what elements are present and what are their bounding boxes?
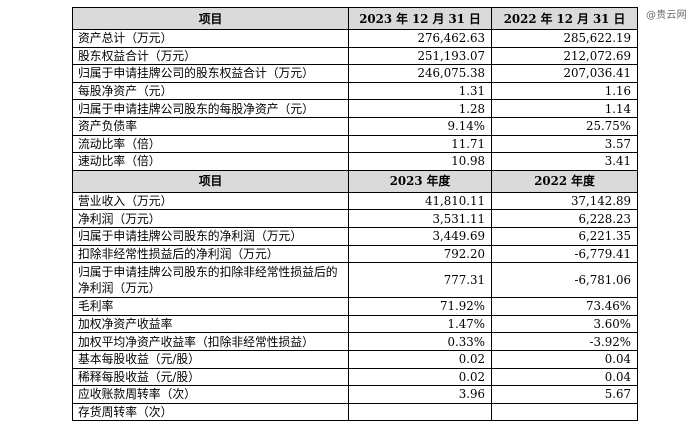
table1-header-row: 项目 2023 年 12 月 31 日 2022 年 12 月 31 日: [72, 7, 638, 30]
table2-header-row: 项目 2023 年度 2022 年度: [72, 169, 638, 193]
row-label: 加权净资产收益率: [72, 314, 349, 334]
row-value: -3.92%: [491, 332, 638, 351]
row-value: 212,072.69: [491, 46, 638, 66]
row-value: 3.60%: [491, 314, 638, 334]
table-row: 扣除非经常性损益后的净利润（万元） 792.20 -6,779.41: [72, 244, 638, 264]
row-value: 207,036.41: [491, 64, 638, 83]
table-row: 应收账款周转率（次） 3.96 5.67: [72, 385, 638, 404]
column-header: 2022 年度: [491, 169, 638, 193]
row-value: 9.14%: [348, 116, 492, 136]
row-value: 1.47%: [348, 314, 492, 334]
row-value: 6,221.35: [491, 226, 638, 246]
row-label: 归属于申请挂牌公司股东的扣除非经常性损益后的净利润（万元）: [72, 262, 349, 299]
row-label: 速动比率（倍）: [72, 152, 349, 171]
row-value: 1.16: [491, 81, 638, 101]
row-label: 净利润（万元）: [72, 209, 349, 228]
table-row: 营业收入（万元） 41,810.11 37,142.89: [72, 191, 638, 211]
row-label: 基本每股收益（元/股）: [72, 349, 349, 369]
table-body: 项目 2023 年 12 月 31 日 2022 年 12 月 31 日资产总计（万…: [72, 7, 638, 421]
column-header: 2023 年度: [348, 169, 492, 193]
row-value: 251,193.07: [348, 46, 492, 66]
table-row: 净利润（万元） 3,531.11 6,228.23: [72, 209, 638, 228]
row-value: 71.92%: [348, 297, 492, 316]
row-label: 加权平均净资产收益率（扣除非经常性损益）: [72, 332, 349, 351]
table-row: 归属于申请挂牌公司的股东权益合计（万元） 246,075.38 207,036.41: [72, 64, 638, 83]
row-value: 1.14: [491, 99, 638, 118]
table-row: 归属于申请挂牌公司股东的每股净资产（元） 1.28 1.14: [72, 99, 638, 118]
row-label: 资产总计（万元）: [72, 29, 349, 48]
column-header: 2022 年 12 月 31 日: [491, 7, 638, 30]
table-row: 每股净资产（元） 1.31 1.16: [72, 81, 638, 101]
table-row: 加权平均净资产收益率（扣除非经常性损益） 0.33% -3.92%: [72, 332, 638, 351]
row-value: 37,142.89: [491, 191, 638, 211]
row-value: -6,779.41: [491, 244, 638, 264]
row-label: 毛利率: [72, 297, 349, 316]
row-value: 3,449.69: [348, 226, 492, 246]
row-value: [348, 402, 492, 421]
row-value: 1.31: [348, 81, 492, 101]
row-label: 归属于申请挂牌公司股东的净利润（万元）: [72, 226, 349, 246]
table-row: 速动比率（倍） 10.98 3.41: [72, 152, 638, 171]
row-value: 0.02: [348, 349, 492, 369]
row-value: 6,228.23: [491, 209, 638, 228]
table-row: 归属于申请挂牌公司股东的扣除非经常性损益后的净利润（万元） 777.31 -6,78…: [72, 262, 638, 299]
column-header: 项目: [72, 169, 349, 193]
row-label: 扣除非经常性损益后的净利润（万元）: [72, 244, 349, 264]
row-label: 每股净资产（元）: [72, 81, 349, 101]
row-value: 276,462.63: [348, 29, 492, 48]
row-value: 285,622.19: [491, 29, 638, 48]
row-label: 稀释每股收益（元/股）: [72, 367, 349, 387]
row-value: 3.57: [491, 134, 638, 154]
row-label: 营业收入（万元）: [72, 191, 349, 211]
row-value: 3.96: [348, 385, 492, 404]
table-row: 存货周转率（次）: [72, 402, 638, 421]
row-value: 3,531.11: [348, 209, 492, 228]
row-label: 资产负债率: [72, 116, 349, 136]
row-value: 777.31: [348, 262, 492, 299]
row-value: 792.20: [348, 244, 492, 264]
row-label: 归属于申请挂牌公司股东的每股净资产（元）: [72, 99, 349, 118]
table-row: 股东权益合计（万元） 251,193.07 212,072.69: [72, 46, 638, 66]
table-row: 资产负债率 9.14% 25.75%: [72, 116, 638, 136]
table-row: 归属于申请挂牌公司股东的净利润（万元） 3,449.69 6,221.35: [72, 226, 638, 246]
row-value: 1.28: [348, 99, 492, 118]
row-value: 3.41: [491, 152, 638, 171]
row-label: 存货周转率（次）: [72, 402, 349, 421]
row-value: 0.02: [348, 367, 492, 387]
table-row: 基本每股收益（元/股） 0.02 0.04: [72, 349, 638, 369]
row-value: 73.46%: [491, 297, 638, 316]
column-header: 2023 年 12 月 31 日: [348, 7, 492, 30]
row-label: 归属于申请挂牌公司的股东权益合计（万元）: [72, 64, 349, 83]
row-value: 246,075.38: [348, 64, 492, 83]
row-label: 股东权益合计（万元）: [72, 46, 349, 66]
table-row: 毛利率 71.92% 73.46%: [72, 297, 638, 316]
row-value: 0.04: [491, 349, 638, 369]
table-row: 资产总计（万元） 276,462.63 285,622.19: [72, 29, 638, 48]
row-value: 0.33%: [348, 332, 492, 351]
row-value: 25.75%: [491, 116, 638, 136]
row-value: 5.67: [491, 385, 638, 404]
table-row: 加权净资产收益率 1.47% 3.60%: [72, 314, 638, 334]
row-label: 应收账款周转率（次）: [72, 385, 349, 404]
watermark-text: @贵云网: [646, 10, 687, 21]
financial-summary-table: 项目 2023 年 12 月 31 日 2022 年 12 月 31 日资产总计（万…: [72, 7, 638, 421]
row-value: 41,810.11: [348, 191, 492, 211]
row-value: 11.71: [348, 134, 492, 154]
row-value: [491, 402, 638, 421]
table-row: 流动比率（倍） 11.71 3.57: [72, 134, 638, 154]
row-value: -6,781.06: [491, 262, 638, 299]
table-row: 稀释每股收益（元/股） 0.02 0.04: [72, 367, 638, 387]
row-label: 流动比率（倍）: [72, 134, 349, 154]
column-header: 项目: [72, 7, 349, 30]
row-value: 0.04: [491, 367, 638, 387]
row-value: 10.98: [348, 152, 492, 171]
